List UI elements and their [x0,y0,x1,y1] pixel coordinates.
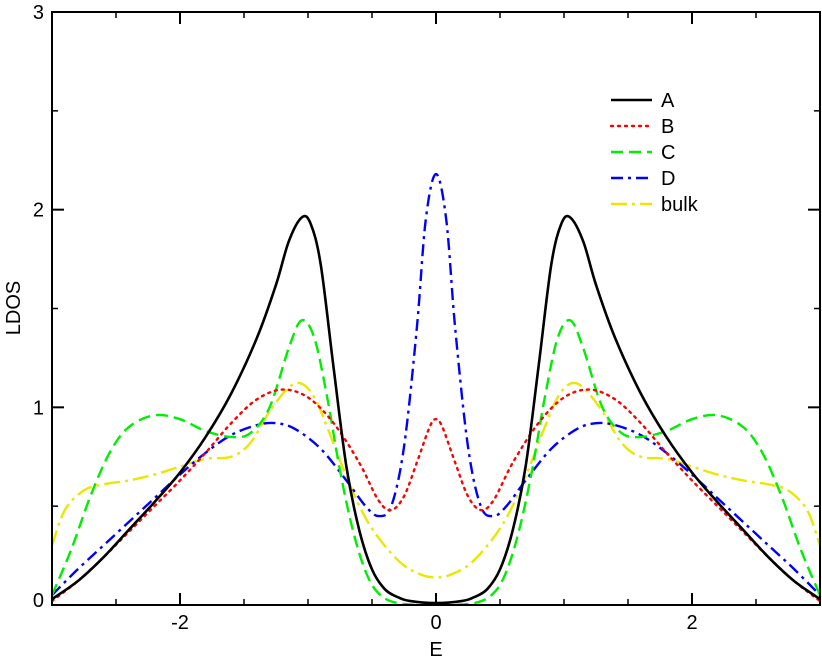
series-line-bulk [52,381,820,579]
y-tick-labels: 0 1 2 3 [33,2,44,612]
series-line-b [52,388,820,603]
y-tick-label: 3 [33,2,44,24]
y-tick-label: 1 [33,397,44,419]
series-line-d [52,172,820,596]
series-line-a [52,214,820,605]
legend-label-a: A [661,90,675,112]
y-tick-label: 0 [33,590,44,612]
x-tick-label: 0 [430,612,441,634]
y-axis-title: LDOS [3,281,25,335]
ticks-layer [52,11,820,606]
series-layer [52,172,820,605]
x-tick-label: -2 [171,612,189,634]
legend-label-bulk: bulk [661,194,699,216]
legend-label-d: D [661,168,675,190]
y-tick-label: 2 [33,200,44,222]
x-tick-labels: -2 0 2 [171,612,697,634]
x-axis-title: E [429,639,442,660]
legend-label-b: B [661,116,674,138]
legend-label-c: C [661,142,675,164]
x-tick-label: 2 [686,612,697,634]
series-line-c [52,318,820,605]
plot-frame [51,11,821,606]
